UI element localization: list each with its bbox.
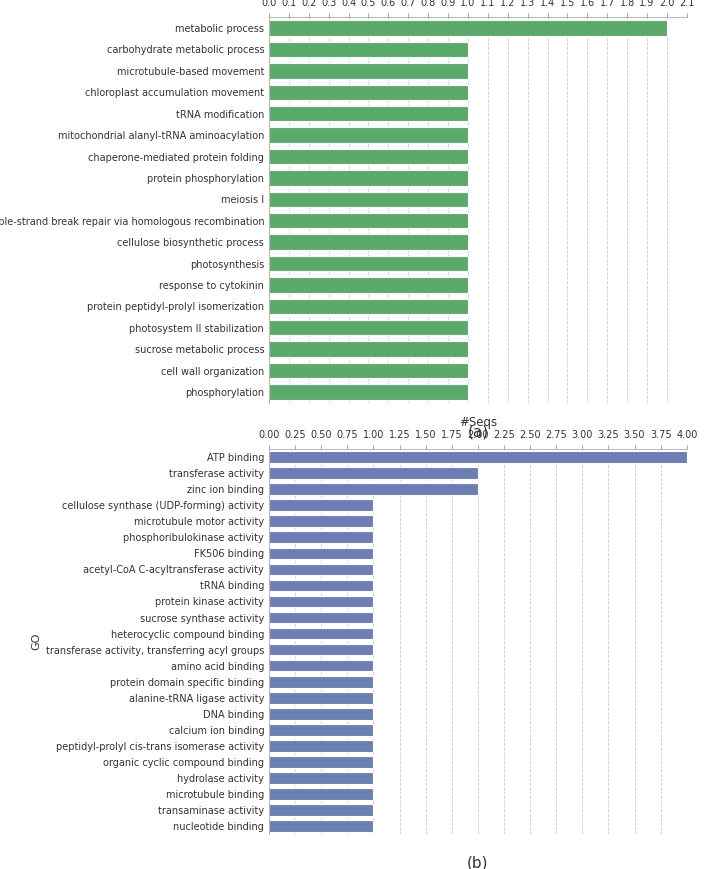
Bar — [269, 595, 374, 607]
Bar — [269, 724, 374, 736]
Bar — [269, 320, 468, 335]
Bar — [269, 42, 468, 57]
Bar — [269, 564, 374, 575]
Bar — [269, 277, 468, 293]
Bar — [269, 84, 468, 100]
Bar — [269, 342, 468, 357]
Bar — [269, 384, 468, 400]
Bar — [269, 128, 468, 143]
Bar — [269, 805, 374, 816]
Text: (a): (a) — [467, 424, 489, 440]
Bar — [269, 500, 374, 511]
Bar — [269, 708, 374, 720]
Bar — [269, 547, 374, 559]
X-axis label: #Seqs: #Seqs — [459, 415, 497, 428]
Bar — [269, 515, 374, 527]
Bar — [269, 149, 468, 164]
Bar — [269, 213, 468, 229]
Bar — [269, 580, 374, 591]
Bar — [269, 192, 468, 207]
Bar — [269, 627, 374, 640]
Bar — [269, 612, 374, 623]
Bar — [269, 170, 468, 186]
Bar — [269, 820, 374, 832]
Bar — [269, 106, 468, 122]
Bar — [269, 235, 468, 250]
Y-axis label: GO: GO — [32, 633, 42, 650]
Bar — [269, 20, 667, 36]
Bar — [269, 644, 374, 655]
Bar — [269, 740, 374, 752]
Bar — [269, 451, 687, 462]
Bar — [269, 676, 374, 687]
Text: (b): (b) — [467, 856, 489, 869]
Bar — [269, 255, 468, 271]
Bar — [269, 756, 374, 768]
Bar — [269, 363, 468, 378]
Bar — [269, 773, 374, 784]
Bar — [269, 299, 468, 314]
Bar — [269, 692, 374, 704]
Bar — [269, 63, 468, 78]
Bar — [269, 468, 478, 479]
Bar — [269, 483, 478, 494]
Bar — [269, 532, 374, 543]
Bar — [269, 660, 374, 672]
Bar — [269, 788, 374, 799]
